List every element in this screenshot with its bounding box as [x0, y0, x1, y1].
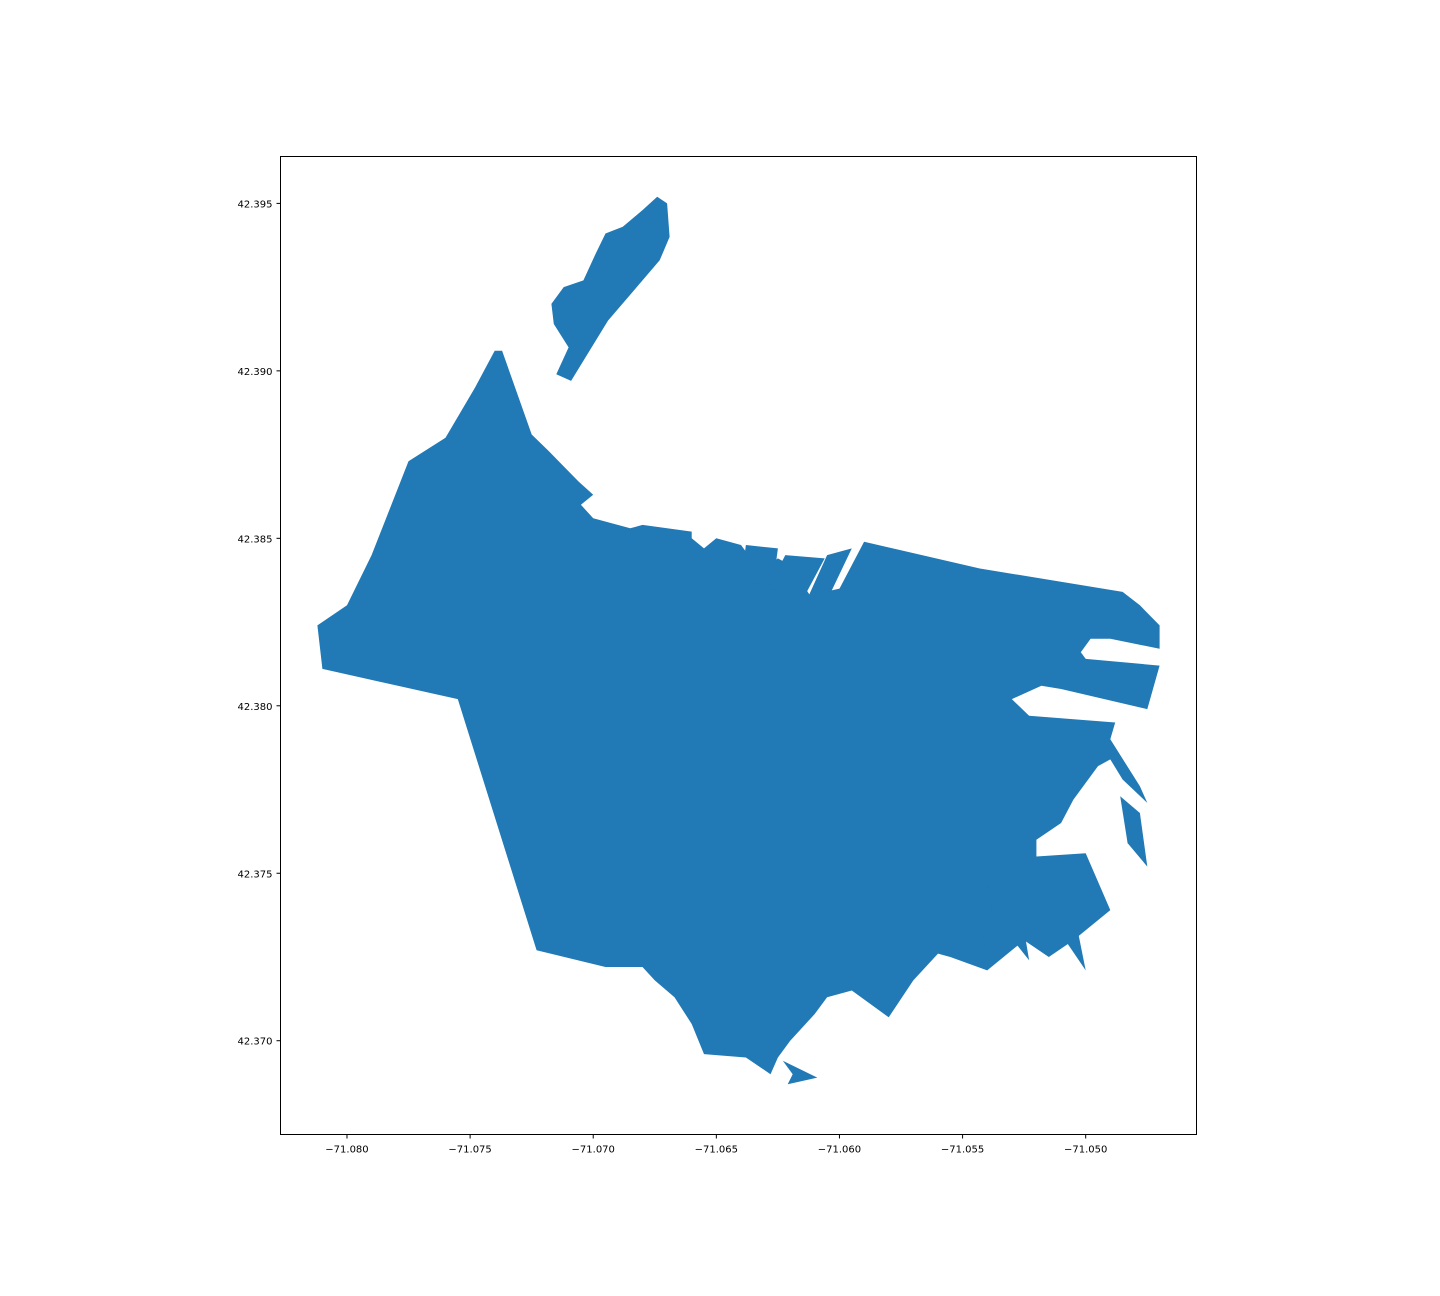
y-tick-label: 42.395: [238, 199, 273, 210]
axes-frame: [280, 156, 1197, 1135]
jetty-polygon: [782, 1060, 818, 1085]
x-tick-label: −71.060: [818, 1145, 861, 1156]
x-tick-label: −71.050: [1064, 1145, 1107, 1156]
x-tick-label: −71.065: [695, 1145, 738, 1156]
pier-1-polygon: [741, 545, 778, 586]
x-tick-label: −71.075: [448, 1145, 491, 1156]
pier-3-polygon: [807, 548, 852, 606]
y-tick-label: 42.390: [238, 367, 273, 378]
pier-6-polygon: [1048, 890, 1086, 971]
pier-2-polygon: [768, 555, 825, 596]
island-polygon: [551, 196, 670, 381]
y-axis-ticks: 42.370 42.375 42.380 42.385 42.390 42.395: [238, 199, 281, 1048]
y-tick-label: 42.380: [238, 702, 273, 713]
x-tick-label: −71.080: [325, 1145, 368, 1156]
y-tick-label: 42.370: [238, 1037, 273, 1048]
y-tick-label: 42.385: [238, 534, 273, 545]
x-tick-label: −71.070: [572, 1145, 615, 1156]
y-tick-label: 42.375: [238, 869, 273, 880]
x-axis-ticks: −71.080 −71.075 −71.070 −71.065 −71.060 −71.0…: [325, 1134, 1107, 1156]
pier-5-polygon: [987, 883, 1030, 961]
x-tick-label: −71.055: [941, 1145, 984, 1156]
map-shapes: [317, 196, 1160, 1085]
pier-7-polygon: [1120, 796, 1148, 867]
pier-4-polygon: [940, 863, 985, 947]
